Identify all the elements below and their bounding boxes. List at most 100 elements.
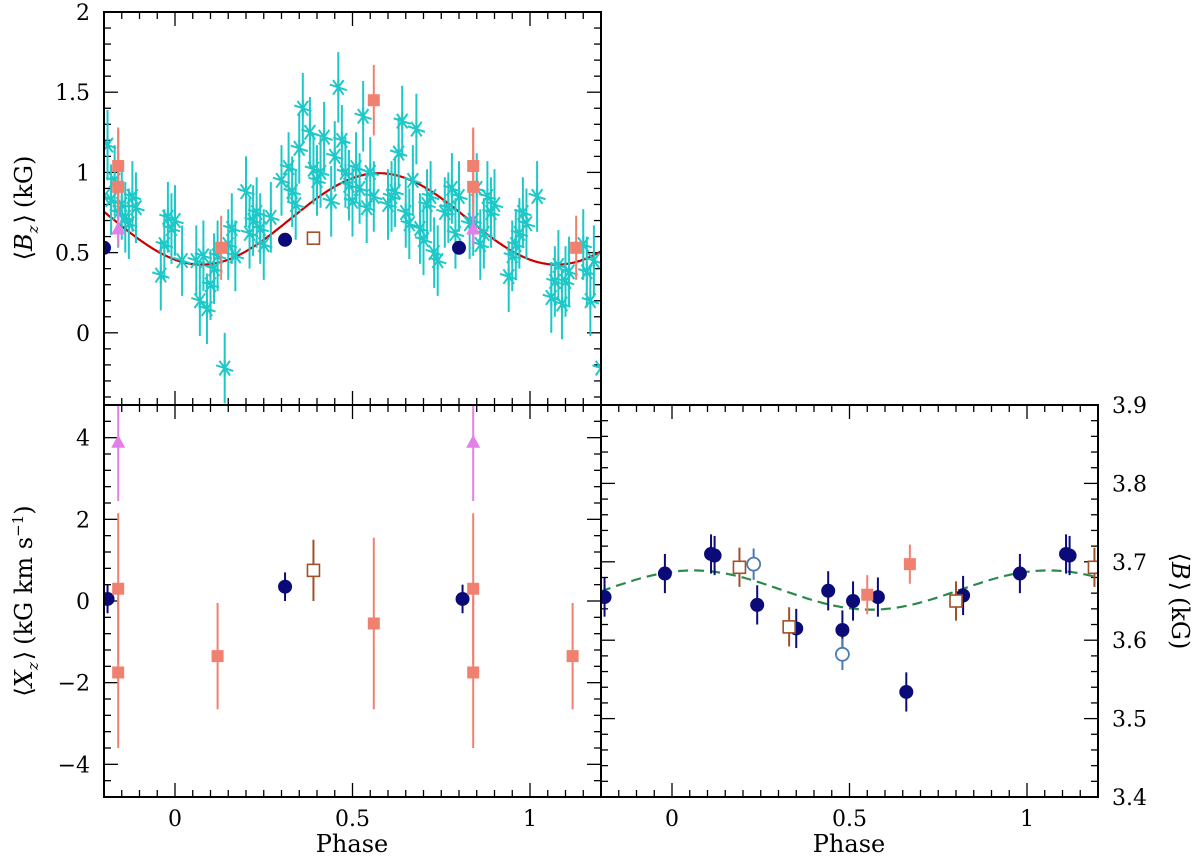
data-point-asterisk (261, 208, 280, 227)
data-point-asterisk (403, 171, 422, 190)
data-point-asterisk (517, 214, 536, 233)
data-point-asterisk (301, 123, 319, 142)
x-tick-label: 0 (168, 807, 182, 832)
data-point-asterisk (166, 211, 184, 230)
data-point-asterisk (127, 198, 145, 217)
data-point-asterisk (201, 275, 220, 294)
data-point-open-square (782, 620, 796, 634)
data-point-asterisk (222, 219, 241, 238)
data-point-square (112, 180, 125, 193)
data-point-asterisk (272, 171, 291, 190)
data-point-circle (835, 623, 850, 638)
data-point-square (566, 650, 579, 663)
x-tick-label: 1 (1020, 807, 1034, 832)
data-point-circle (601, 590, 612, 605)
data-point-open-square (306, 231, 321, 245)
data-point-triangle (466, 221, 481, 235)
data-point-circle (278, 579, 293, 594)
y-tick-label: 3.7 (1112, 551, 1147, 576)
data-point-circle (452, 240, 466, 255)
panel-bottom-right: 0 0.5 1 3.4 3.5 3.6 3.7 3.8 3.9 (600, 394, 1147, 832)
data-point-square (112, 666, 125, 679)
data-point-circle (633, 233, 647, 247)
data-point-asterisk (332, 131, 351, 150)
data-point-triangle (111, 434, 126, 448)
data-point-asterisk (104, 136, 117, 155)
data-point-circle (104, 240, 111, 255)
data-point-square (467, 180, 480, 193)
data-point-open-square (1087, 560, 1098, 575)
data-point-asterisk (450, 187, 468, 206)
data-point-open-square (306, 563, 321, 578)
data-point-circle (899, 684, 914, 699)
data-point-asterisk (357, 198, 376, 217)
data-point-asterisk (354, 107, 373, 126)
data-point-circle (821, 583, 836, 598)
data-point-triangle (466, 434, 481, 448)
ylabel-top-left: ⟨Bz⟩(kG) (10, 156, 42, 261)
data-point-asterisk (151, 266, 170, 285)
data-point-asterisk (393, 112, 412, 131)
data-point-asterisk (329, 78, 348, 97)
data-point-square (367, 94, 380, 107)
data-point-square (467, 582, 480, 595)
data-point-square (367, 617, 380, 630)
data-point-asterisk (389, 144, 408, 163)
y-tick-label: 2 (76, 1, 90, 26)
data-point-asterisk (226, 246, 245, 265)
data-point-asterisk (293, 99, 312, 118)
y-tick-label: −2 (58, 672, 90, 697)
data-point-open-circle (746, 556, 762, 572)
data-point-circle (455, 591, 470, 606)
data-point-asterisk (446, 224, 465, 243)
data-point-circle (846, 594, 861, 608)
data-point-circle (278, 232, 293, 247)
data-point-asterisk (581, 291, 600, 310)
data-point-asterisk (237, 182, 255, 201)
data-point-asterisk (315, 128, 333, 147)
data-point-asterisk (400, 214, 419, 233)
y-tick-label: 0 (76, 590, 90, 615)
frame-bottom-left (103, 404, 602, 798)
data-point-asterisk (290, 139, 309, 158)
data-point-square (112, 582, 125, 595)
xlabel-bottom-right: Phase (813, 830, 885, 857)
data-point-open-square (732, 560, 747, 575)
panel-top-left: 0 0.5 1 1.5 2 (55, 1, 647, 405)
data-point-asterisk (343, 192, 362, 211)
x-tick-label: 1 (523, 807, 537, 832)
data-point-circle (657, 566, 672, 581)
y-tick-label: 0 (76, 322, 90, 347)
data-point-square (903, 558, 916, 571)
data-point-asterisk (485, 195, 504, 214)
data-point-asterisk (499, 267, 518, 286)
data-point-triangle (111, 221, 126, 235)
data-point-asterisk (443, 179, 461, 198)
ylabel-bottom-left: ⟨Xz⟩(kG km s−1) (9, 505, 42, 696)
data-point-asterisk (340, 176, 358, 195)
y-tick-label: 0.5 (55, 242, 90, 267)
x-tick-label: 0 (665, 807, 679, 832)
data-point-asterisk (528, 187, 546, 206)
data-point-asterisk (407, 120, 426, 139)
data-point-circle (104, 591, 115, 606)
data-point-asterisk (286, 195, 305, 214)
y-tick-label: 3.8 (1112, 472, 1147, 497)
data-point-asterisk (421, 187, 440, 206)
data-point-asterisk (364, 187, 383, 206)
y-tick-label: 3.9 (1112, 394, 1147, 419)
data-point-asterisk (585, 251, 601, 270)
y-tick-label: 1 (76, 161, 90, 186)
data-point-asterisk (560, 262, 578, 281)
y-tick-label: −4 (58, 753, 90, 778)
plot-area (104, 52, 647, 404)
data-point-asterisk (173, 251, 191, 270)
data-point-asterisk (194, 246, 213, 265)
data-point-asterisk (279, 158, 298, 177)
data-point-circle (1062, 548, 1077, 563)
y-tick-label: 3.4 (1112, 786, 1147, 811)
data-point-asterisk (577, 262, 596, 281)
data-point-asterisk (325, 147, 344, 166)
data-point-square (215, 241, 228, 254)
